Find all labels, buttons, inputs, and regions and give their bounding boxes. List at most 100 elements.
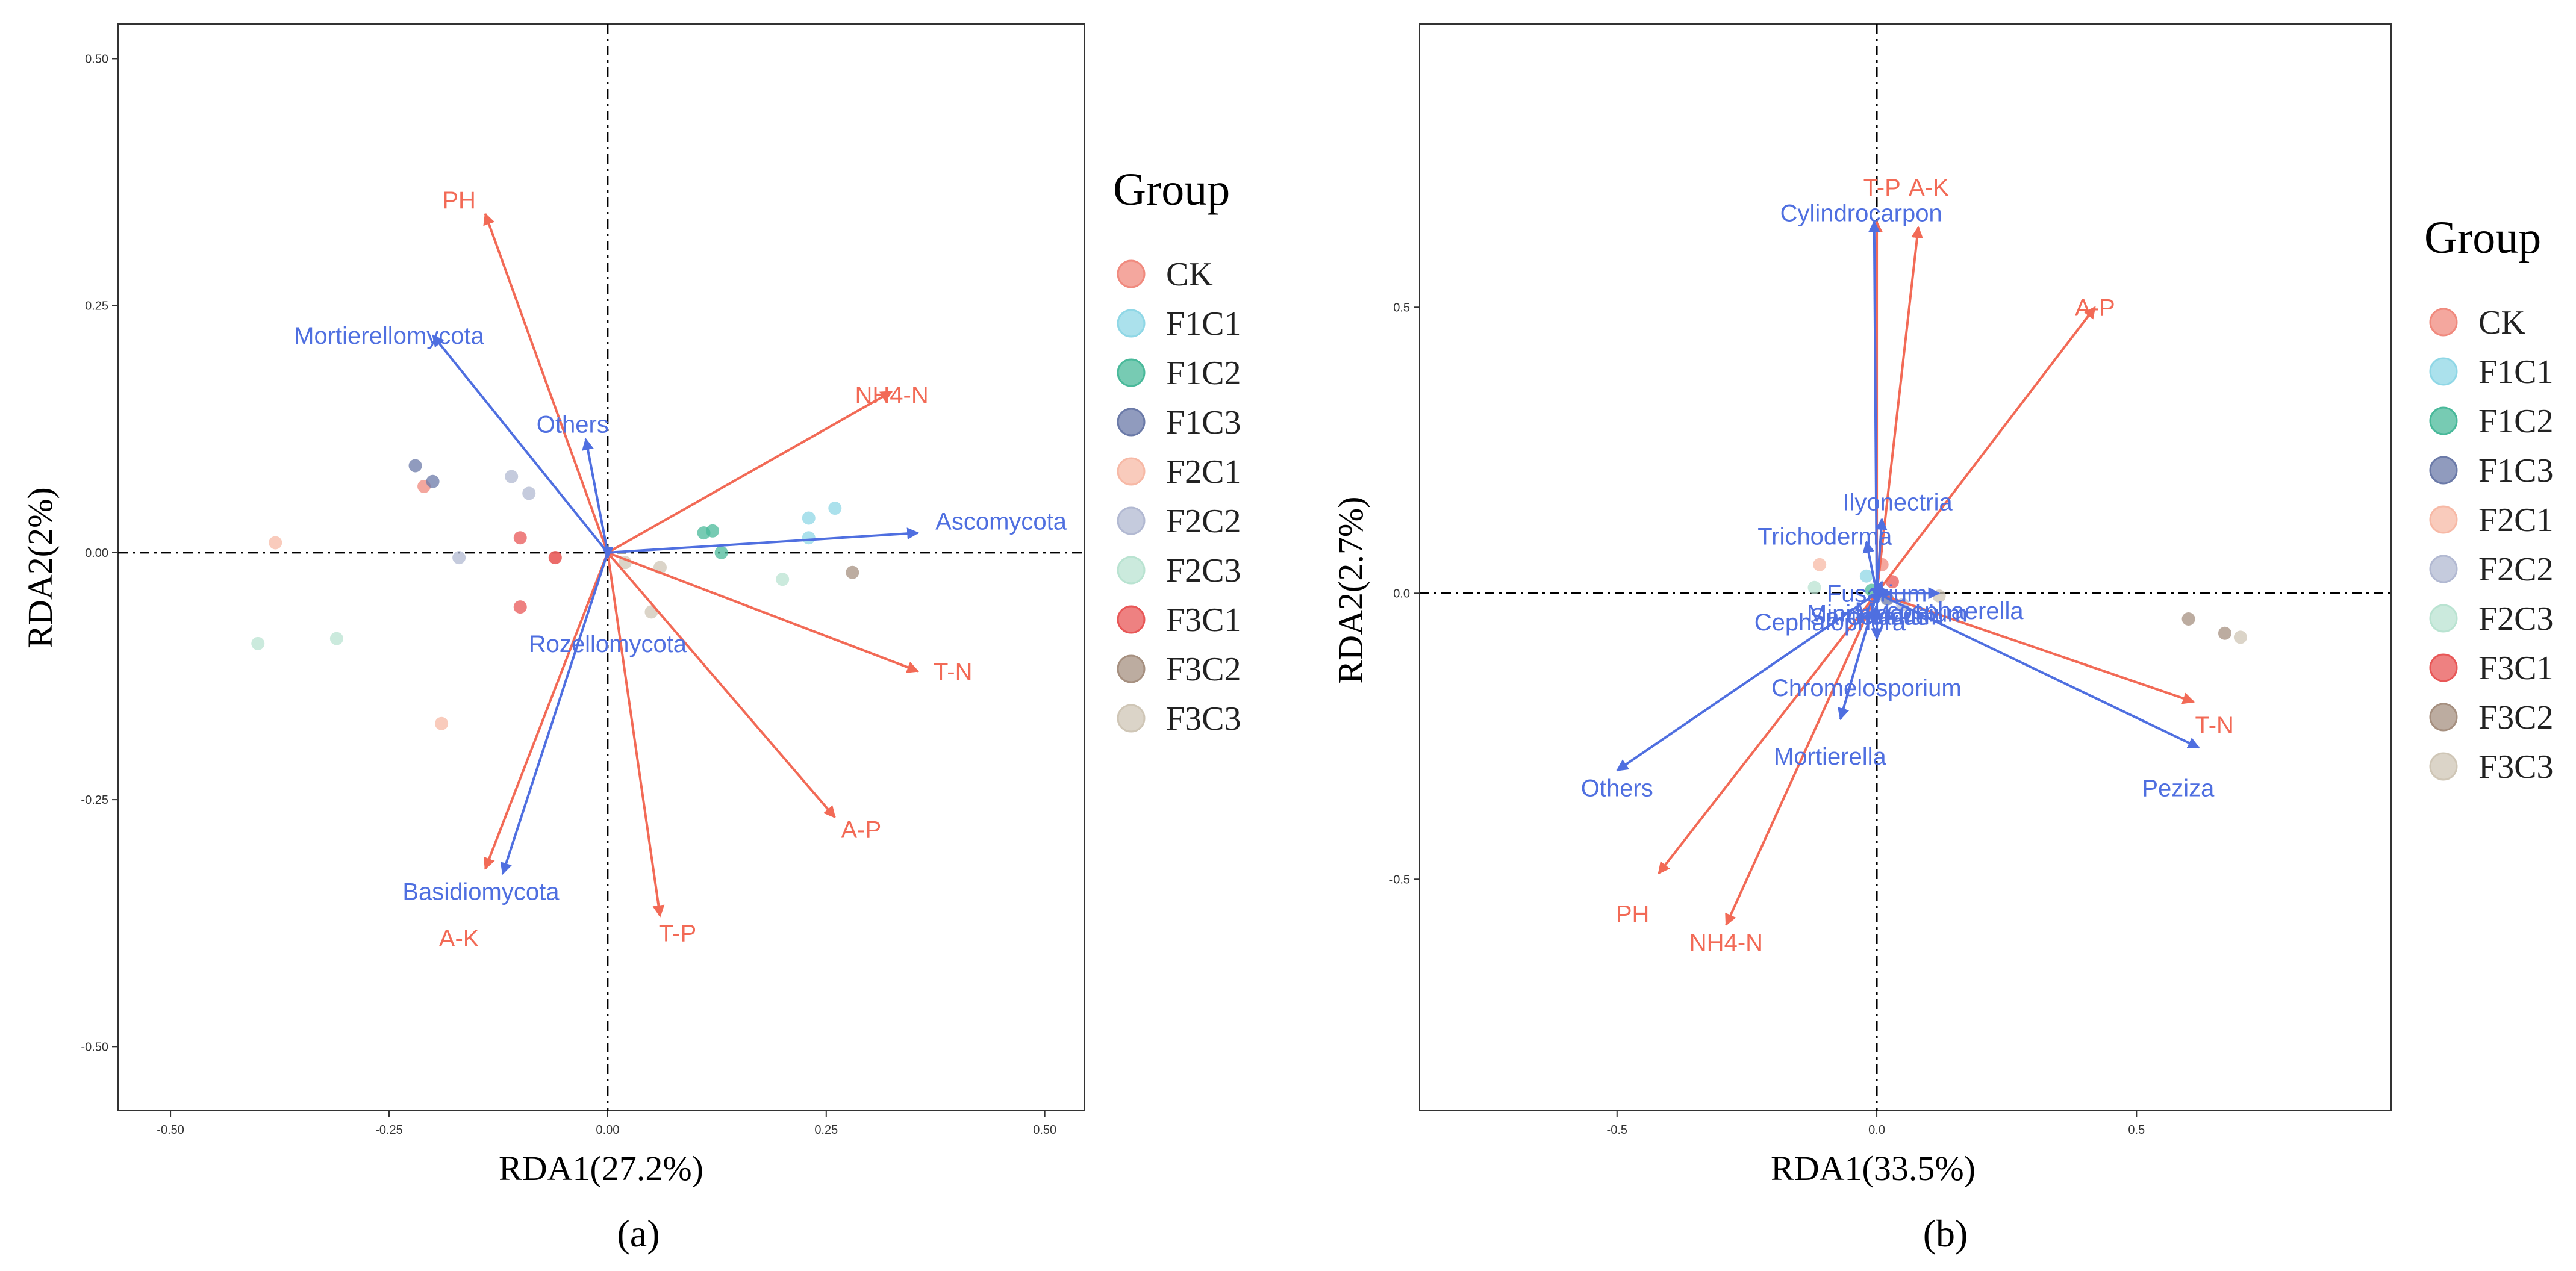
sample-point-f2c2 bbox=[522, 486, 536, 500]
legend-key-f3c3 bbox=[2429, 752, 2458, 781]
sample-point-f2c1 bbox=[1813, 558, 1827, 571]
sample-point-f2c3 bbox=[329, 632, 343, 645]
sample-point-f3c1 bbox=[513, 600, 527, 614]
taxa-arrow-peziza bbox=[1876, 592, 2200, 749]
legend-title-b: Group bbox=[2424, 213, 2541, 263]
env-label-ph: PH bbox=[1616, 901, 1650, 927]
y-tick-label: 0.00 bbox=[85, 547, 108, 560]
sample-point-f3c1 bbox=[513, 531, 527, 545]
legend-key-f1c1 bbox=[1117, 309, 1146, 338]
sample-point-f1c2 bbox=[706, 524, 720, 538]
legend-label-f2c1: F2C1 bbox=[1166, 453, 1241, 491]
x-axis-label-b: RDA1(33.5%) bbox=[1771, 1149, 1976, 1188]
env-arrow-t-n bbox=[607, 552, 920, 673]
sample-point-f2c3 bbox=[251, 636, 265, 650]
env-arrow-t-p bbox=[606, 552, 665, 918]
sample-point-f3c3 bbox=[2233, 630, 2247, 644]
legend-key-f1c2 bbox=[1117, 358, 1146, 387]
env-arrow-nh4-n bbox=[607, 390, 893, 554]
y-tick-label: 0.50 bbox=[85, 52, 108, 66]
env-arrow-ph bbox=[483, 213, 609, 553]
env-label-a-k: A-K bbox=[439, 925, 479, 952]
env-arrow-t-n bbox=[1876, 592, 2195, 704]
sample-point-f2c1 bbox=[269, 536, 282, 550]
sample-points-a bbox=[251, 459, 859, 730]
sample-point-f3c2 bbox=[846, 565, 859, 579]
taxa-label-peziza: Peziza bbox=[2142, 775, 2215, 801]
env-label-nh4-n: NH4-N bbox=[855, 382, 929, 408]
legend-label-ck: CK bbox=[2478, 304, 2525, 341]
legend-label-f2c1: F2C1 bbox=[2478, 502, 2554, 539]
sample-point-f1c1 bbox=[802, 511, 816, 525]
legend-key-f3c3 bbox=[1117, 704, 1146, 733]
y-axis-label-a: RDA2(2%) bbox=[20, 487, 60, 648]
legend-label-f3c3: F3C3 bbox=[2478, 748, 2554, 786]
taxa-label-ilyonectria: Ilyonectria bbox=[1842, 489, 1953, 515]
env-arrow-a-p bbox=[1876, 306, 2096, 594]
env-label-nh4-n: NH4-N bbox=[1689, 930, 1763, 956]
y-tick-label: 0.25 bbox=[85, 300, 108, 313]
x-tick-label: 0.5 bbox=[2128, 1123, 2145, 1137]
env-label-a-k: A-K bbox=[1909, 175, 1949, 201]
x-tick-label: -0.25 bbox=[375, 1123, 403, 1137]
taxa-vectors-b: CylindrocarponIlyonectriaTrichodermaFusa… bbox=[1581, 200, 2215, 802]
x-ticks-b: -0.5 0.0 0.5 bbox=[1607, 1111, 2145, 1137]
taxa-arrow-others bbox=[1616, 592, 1878, 772]
legend-b: Group CK F1C1 F1C2 F1C3 F2C1 F2C2 F2C3 F3C1 F3C2… bbox=[2424, 213, 2554, 786]
x-axis-label-a: RDA1(27.2%) bbox=[499, 1149, 703, 1188]
legend-key-f2c1 bbox=[1117, 457, 1146, 486]
x-tick-label: 0.0 bbox=[1868, 1123, 1885, 1137]
legend-key-f3c2 bbox=[1117, 654, 1146, 683]
taxa-label-mycosphaerella: Mycosphaerella bbox=[1854, 598, 2024, 624]
legend-label-f3c1: F3C1 bbox=[2478, 650, 2554, 687]
taxa-arrow-mortierella bbox=[1838, 592, 1878, 721]
legend-key-f2c3 bbox=[1117, 556, 1146, 585]
y-axis-label-b: RDA2(2.7%) bbox=[1331, 497, 1370, 684]
x-tick-label: 0.25 bbox=[814, 1123, 838, 1137]
legend-label-f1c2: F1C2 bbox=[1166, 355, 1241, 392]
legend-key-f1c1 bbox=[2429, 357, 2458, 386]
taxa-arrow-basidiomycota bbox=[500, 552, 609, 875]
legend-key-f3c1 bbox=[1117, 605, 1146, 634]
env-arrow-ph bbox=[1658, 592, 1878, 875]
sample-point-f2c2 bbox=[452, 551, 466, 565]
taxa-arrow-cylindrocarpon bbox=[1868, 220, 1880, 594]
sample-point-f3c1 bbox=[548, 551, 562, 565]
env-label-t-n: T-N bbox=[2195, 712, 2234, 739]
y-tick-label: -0.25 bbox=[81, 794, 108, 807]
taxa-label-mortierellomycota: Mortierellomycota bbox=[294, 323, 484, 349]
legend-key-ck bbox=[1117, 259, 1146, 288]
plot-frame-b bbox=[1419, 23, 2392, 1111]
sample-point-f2c2 bbox=[505, 470, 519, 483]
env-label-t-p: T-P bbox=[659, 921, 696, 947]
legend-label-ck: CK bbox=[1166, 256, 1213, 293]
legend-label-f1c1: F1C1 bbox=[2478, 353, 2554, 391]
y-tick-label: -0.50 bbox=[81, 1040, 108, 1054]
env-arrow-a-k bbox=[1876, 226, 1923, 594]
legend-key-f1c3 bbox=[2429, 456, 2458, 485]
legend-label-f3c2: F3C2 bbox=[2478, 699, 2554, 736]
y-ticks-b: -0.5 0.0 0.5 bbox=[1389, 301, 1420, 886]
sample-point-f1c1 bbox=[828, 502, 842, 515]
env-arrow-a-p bbox=[607, 552, 836, 819]
legend-label-f2c2: F2C2 bbox=[2478, 551, 2554, 588]
legend-label-f3c3: F3C3 bbox=[1166, 700, 1241, 738]
env-vectors-a: PH NH4-N T-N A-P T-P A-K bbox=[439, 187, 973, 952]
y-tick-label: 0.0 bbox=[1393, 587, 1410, 600]
legend-items-a: CK F1C1 F1C2 F1C3 F2C1 F2C2 F2C3 F3C1 F3C2 F3C3 bbox=[1117, 256, 1241, 738]
legend-key-f2c2 bbox=[1117, 506, 1146, 535]
legend-title-a: Group bbox=[1113, 164, 1230, 215]
sample-point-f1c3 bbox=[408, 459, 422, 473]
x-tick-label: -0.50 bbox=[157, 1123, 184, 1137]
legend-key-f1c3 bbox=[1117, 408, 1146, 437]
env-label-t-n: T-N bbox=[934, 659, 972, 685]
legend-key-ck bbox=[2429, 308, 2458, 337]
taxa-label-others: Others bbox=[537, 412, 609, 438]
taxa-label-chromelosporium: Chromelosporium bbox=[1771, 675, 1962, 701]
taxa-arrow-ascomycota bbox=[607, 527, 920, 554]
env-arrow-a-k bbox=[483, 552, 609, 870]
env-label-a-p: A-P bbox=[841, 816, 882, 843]
panel-label-b: (b) bbox=[1923, 1212, 1968, 1255]
y-tick-label: -0.5 bbox=[1389, 873, 1410, 886]
